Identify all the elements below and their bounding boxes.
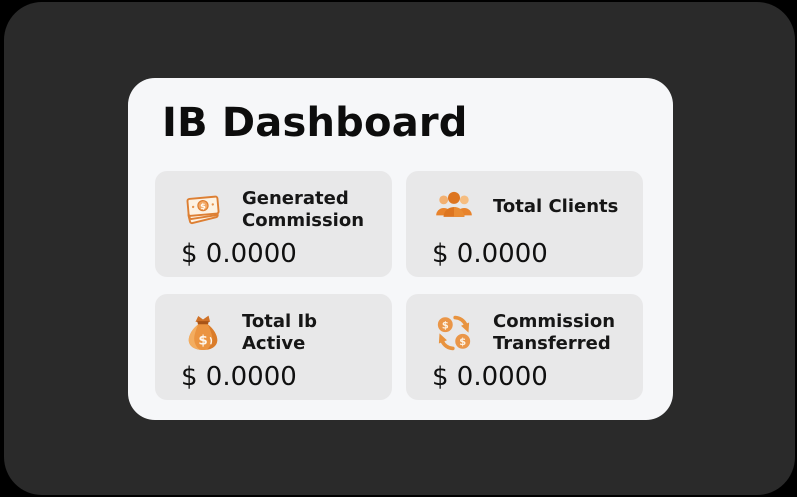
svg-text:$: $ xyxy=(442,320,449,331)
stat-value: $ 0.0000 xyxy=(181,239,297,269)
card-header: $ Generated Commission xyxy=(155,171,392,232)
dashboard-panel: IB Dashboard xyxy=(128,78,673,420)
card-header: $ Total Ib Active xyxy=(155,294,392,355)
stat-label: Commission Transferred xyxy=(493,311,616,354)
stat-label: Generated Commission xyxy=(242,188,365,231)
svg-text:$: $ xyxy=(200,202,206,211)
stat-value: $ 0.0000 xyxy=(181,362,297,392)
stat-label: Total Clients xyxy=(493,196,619,217)
stat-card-total-clients: Total Clients $ 0.0000 xyxy=(406,171,643,277)
money-bag-icon: $ xyxy=(184,314,222,352)
svg-text:$: $ xyxy=(198,333,207,348)
stat-card-generated-commission: $ Generated Commission $ 0.0000 xyxy=(155,171,392,277)
svg-text:$: $ xyxy=(459,337,466,348)
stat-value: $ 0.0000 xyxy=(432,239,548,269)
card-header: Total Clients xyxy=(406,171,643,226)
stat-card-commission-transferred: $ $ Commission Transferred $ 0.0000 xyxy=(406,294,643,400)
clients-group-icon xyxy=(435,188,473,226)
stat-card-total-ib-active: $ Total Ib Active $ 0.0000 xyxy=(155,294,392,400)
stats-grid: $ Generated Commission $ 0.0000 xyxy=(155,171,643,400)
card-header: $ $ Commission Transferred xyxy=(406,294,643,355)
stat-value: $ 0.0000 xyxy=(432,362,548,392)
currency-exchange-icon: $ $ xyxy=(435,314,473,352)
stat-label: Total Ib Active xyxy=(242,311,318,354)
device-frame: IB Dashboard xyxy=(4,2,795,495)
banknotes-icon: $ xyxy=(184,191,222,229)
page-title: IB Dashboard xyxy=(162,100,468,146)
